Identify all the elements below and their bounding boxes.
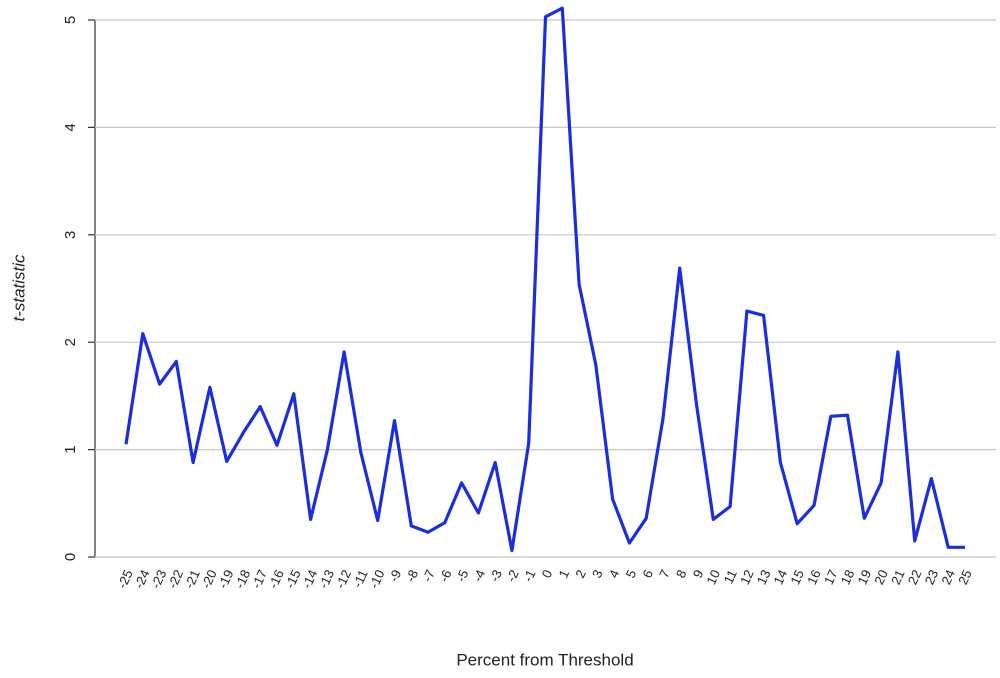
x-tick-label: -21 xyxy=(181,567,203,590)
x-tick-label: 15 xyxy=(787,567,807,586)
x-tick-label: -12 xyxy=(332,567,354,590)
x-tick-label: 16 xyxy=(804,567,824,586)
x-tick-label: -15 xyxy=(282,567,304,590)
x-tick-label: 13 xyxy=(754,567,774,586)
x-tick-label: -11 xyxy=(350,567,371,589)
x-tick-label: -13 xyxy=(316,567,338,590)
x-tick-label: 20 xyxy=(871,567,891,586)
x-tick-label: 14 xyxy=(771,567,791,586)
x-tick-label: -8 xyxy=(403,567,421,584)
x-tick-label: 8 xyxy=(673,567,690,580)
x-tick-label: 7 xyxy=(656,567,673,580)
x-tick-label: 2 xyxy=(572,567,589,580)
x-tick-label: 6 xyxy=(639,567,656,580)
x-tick-label: 25 xyxy=(955,567,975,586)
x-tick-label: 10 xyxy=(703,567,723,586)
x-tick-label: -4 xyxy=(470,567,488,584)
x-tick-label: -2 xyxy=(503,567,521,584)
x-tick-label: -20 xyxy=(198,567,220,590)
y-tick-label: 1 xyxy=(62,445,79,453)
x-tick-label: -1 xyxy=(520,567,538,584)
x-tick-label: -22 xyxy=(165,567,187,590)
y-tick-label: 0 xyxy=(62,553,79,561)
x-tick-label: 18 xyxy=(838,567,858,586)
x-tick-label: 23 xyxy=(922,567,942,586)
x-tick-label: -19 xyxy=(215,567,237,590)
y-axis-label: t-statistic xyxy=(9,254,28,322)
y-tick-label: 2 xyxy=(62,338,79,346)
x-tick-label: 21 xyxy=(888,567,908,586)
x-tick-label: -9 xyxy=(386,567,404,584)
x-tick-label: -6 xyxy=(436,567,454,584)
x-tick-label: -17 xyxy=(249,567,271,590)
x-axis-label: Percent from Threshold xyxy=(456,650,633,669)
x-tick-label: -7 xyxy=(419,567,437,584)
y-tick-label: 3 xyxy=(62,231,79,239)
x-tick-label: -25 xyxy=(114,567,136,590)
x-tick-label: 24 xyxy=(938,567,958,586)
x-tick-label: 0 xyxy=(539,567,556,580)
x-tick-label: -24 xyxy=(131,567,153,590)
x-tick-label: -16 xyxy=(265,567,287,590)
x-tick-label: 22 xyxy=(905,567,925,586)
x-tick-label: -23 xyxy=(148,567,170,590)
x-tick-label: 3 xyxy=(589,567,606,580)
x-tick-label: 1 xyxy=(555,567,572,580)
data-line xyxy=(124,6,965,553)
x-tick-label: 11 xyxy=(721,567,740,586)
x-tick-label: 12 xyxy=(737,567,757,586)
x-tick-label: 17 xyxy=(821,567,841,586)
x-tick-label: -14 xyxy=(299,567,321,590)
x-tick-label: 19 xyxy=(854,567,874,586)
x-tick-label: -18 xyxy=(232,567,254,590)
y-tick-label: 5 xyxy=(62,16,79,24)
x-tick-label: 4 xyxy=(606,567,623,580)
y-tick-label: 4 xyxy=(62,123,79,131)
x-tick-label: -3 xyxy=(487,567,505,584)
x-tick-label: -10 xyxy=(366,567,388,590)
x-tick-label: -5 xyxy=(453,567,471,584)
x-tick-label: 5 xyxy=(623,567,640,580)
